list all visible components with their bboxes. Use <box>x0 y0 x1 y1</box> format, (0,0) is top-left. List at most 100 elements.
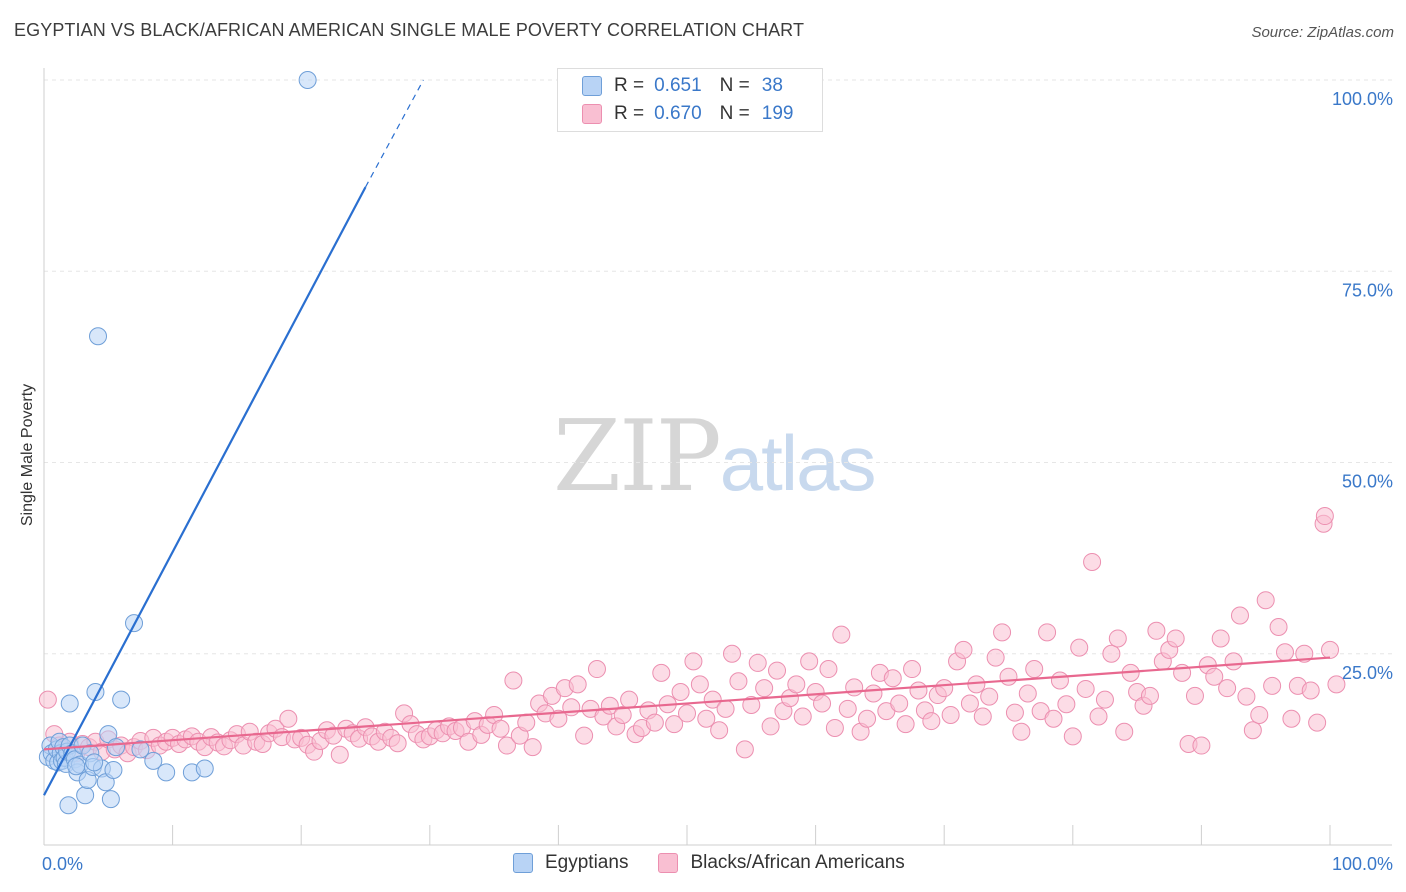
blacks-point <box>645 713 664 732</box>
blacks-point <box>620 690 639 709</box>
blacks-point <box>768 661 787 680</box>
egyptians-point <box>89 327 108 346</box>
tick-labels: 25.0% 50.0% 75.0% 100.0% 0.0% 100.0% <box>42 89 1393 874</box>
blacks-point <box>1102 644 1121 663</box>
blacks-point <box>819 660 838 679</box>
blacks-point <box>999 667 1018 686</box>
legend-label-blacks: Blacks/African Americans <box>690 852 905 873</box>
blacks-point <box>1070 638 1089 657</box>
blacks-point <box>568 675 587 694</box>
blacks-point <box>279 709 298 728</box>
legend-item-egyptians[interactable]: Egyptians <box>513 852 628 874</box>
blacks-swatch <box>582 104 602 124</box>
blacks-point <box>735 740 754 759</box>
blacks-point <box>864 684 883 703</box>
blacks-point <box>960 694 979 713</box>
legend-item-blacks[interactable]: Blacks/African Americans <box>658 852 905 874</box>
blacks-point <box>1308 713 1327 732</box>
legend-row-blacks: R = 0.670 N = 199 <box>582 103 793 125</box>
x-tick-label-max: 100.0% <box>1332 854 1393 874</box>
blacks-point <box>1063 727 1082 746</box>
blacks-point <box>1230 606 1249 625</box>
blacks-point <box>1218 679 1237 698</box>
blacks-point <box>755 679 774 698</box>
blacks-point <box>38 690 57 709</box>
egyptians-point <box>101 790 120 809</box>
blacks-point <box>652 663 671 682</box>
blacks-point <box>1089 707 1108 726</box>
blacks-point <box>973 707 992 726</box>
egyptians-point <box>85 753 104 772</box>
blacks-point <box>1205 667 1224 686</box>
blacks-point <box>1250 705 1269 724</box>
egyptians-point <box>195 759 214 778</box>
blacks-point <box>967 675 986 694</box>
blacks-point <box>1269 617 1288 636</box>
blacks-point <box>613 705 632 724</box>
r-value: 0.651 <box>654 75 702 96</box>
egyptians-point <box>157 763 176 782</box>
blacks-point <box>1018 684 1037 703</box>
egyptians-swatch <box>513 853 533 873</box>
axes <box>43 68 1392 846</box>
blacks-point <box>890 694 909 713</box>
grid-lines <box>44 79 1392 655</box>
blacks-point <box>330 745 349 764</box>
blacks-point <box>935 679 954 698</box>
egyptians-point <box>298 71 317 89</box>
blacks-point <box>1012 722 1031 741</box>
blacks-point <box>517 713 536 732</box>
blacks-point <box>896 715 915 734</box>
blacks-point <box>1237 687 1256 706</box>
blacks-point <box>587 660 606 679</box>
blacks-point <box>787 675 806 694</box>
blacks-point <box>504 671 523 690</box>
blacks-point <box>1140 686 1159 705</box>
blacks-point <box>903 660 922 679</box>
trend-lines <box>43 79 1331 796</box>
blacks-point <box>1038 623 1057 642</box>
blacks-point <box>1295 644 1314 663</box>
blacks-point <box>761 717 780 736</box>
blacks-point <box>793 707 812 726</box>
blacks-point <box>671 683 690 701</box>
blacks-point <box>716 699 735 718</box>
blacks-point <box>1211 629 1230 648</box>
blacks-point <box>1147 621 1166 640</box>
y-tick-label: 50.0% <box>1342 472 1393 492</box>
blacks-point <box>742 696 761 715</box>
n-label: N = <box>719 75 750 96</box>
egyptians-point <box>76 786 95 805</box>
egyptians-trend-line <box>43 186 367 796</box>
blacks-point <box>845 678 864 697</box>
blacks-point <box>1301 681 1320 700</box>
r-label: R = <box>614 103 645 124</box>
blacks-point <box>1321 640 1339 659</box>
blacks-point <box>710 721 729 740</box>
blacks-point <box>825 718 844 737</box>
blacks-point <box>1282 709 1301 728</box>
series-blacks-points <box>38 507 1346 764</box>
blacks-point <box>1025 660 1044 679</box>
legend-row-egyptians: R = 0.651 N = 38 <box>582 75 783 97</box>
egyptians-trend-extension <box>364 79 424 188</box>
blacks-point <box>1315 507 1334 526</box>
y-tick-label: 75.0% <box>1342 280 1393 300</box>
blacks-point <box>1256 591 1275 610</box>
r-label: R = <box>614 75 645 96</box>
n-value: 38 <box>761 75 783 96</box>
egyptians-point <box>131 740 150 759</box>
chart-title: EGYPTIAN VS BLACK/AFRICAN AMERICAN SINGL… <box>14 20 805 40</box>
blacks-point <box>954 640 973 659</box>
y-tick-label: 100.0% <box>1332 89 1393 109</box>
egyptians-point <box>60 694 79 713</box>
blacks-point <box>1166 629 1185 648</box>
blacks-point <box>980 687 999 706</box>
blacks-point <box>575 726 594 745</box>
blacks-point <box>1095 690 1114 709</box>
blacks-point <box>684 652 703 671</box>
blacks-point <box>1243 721 1262 740</box>
egyptians-point <box>144 751 163 770</box>
blacks-point <box>858 709 877 728</box>
